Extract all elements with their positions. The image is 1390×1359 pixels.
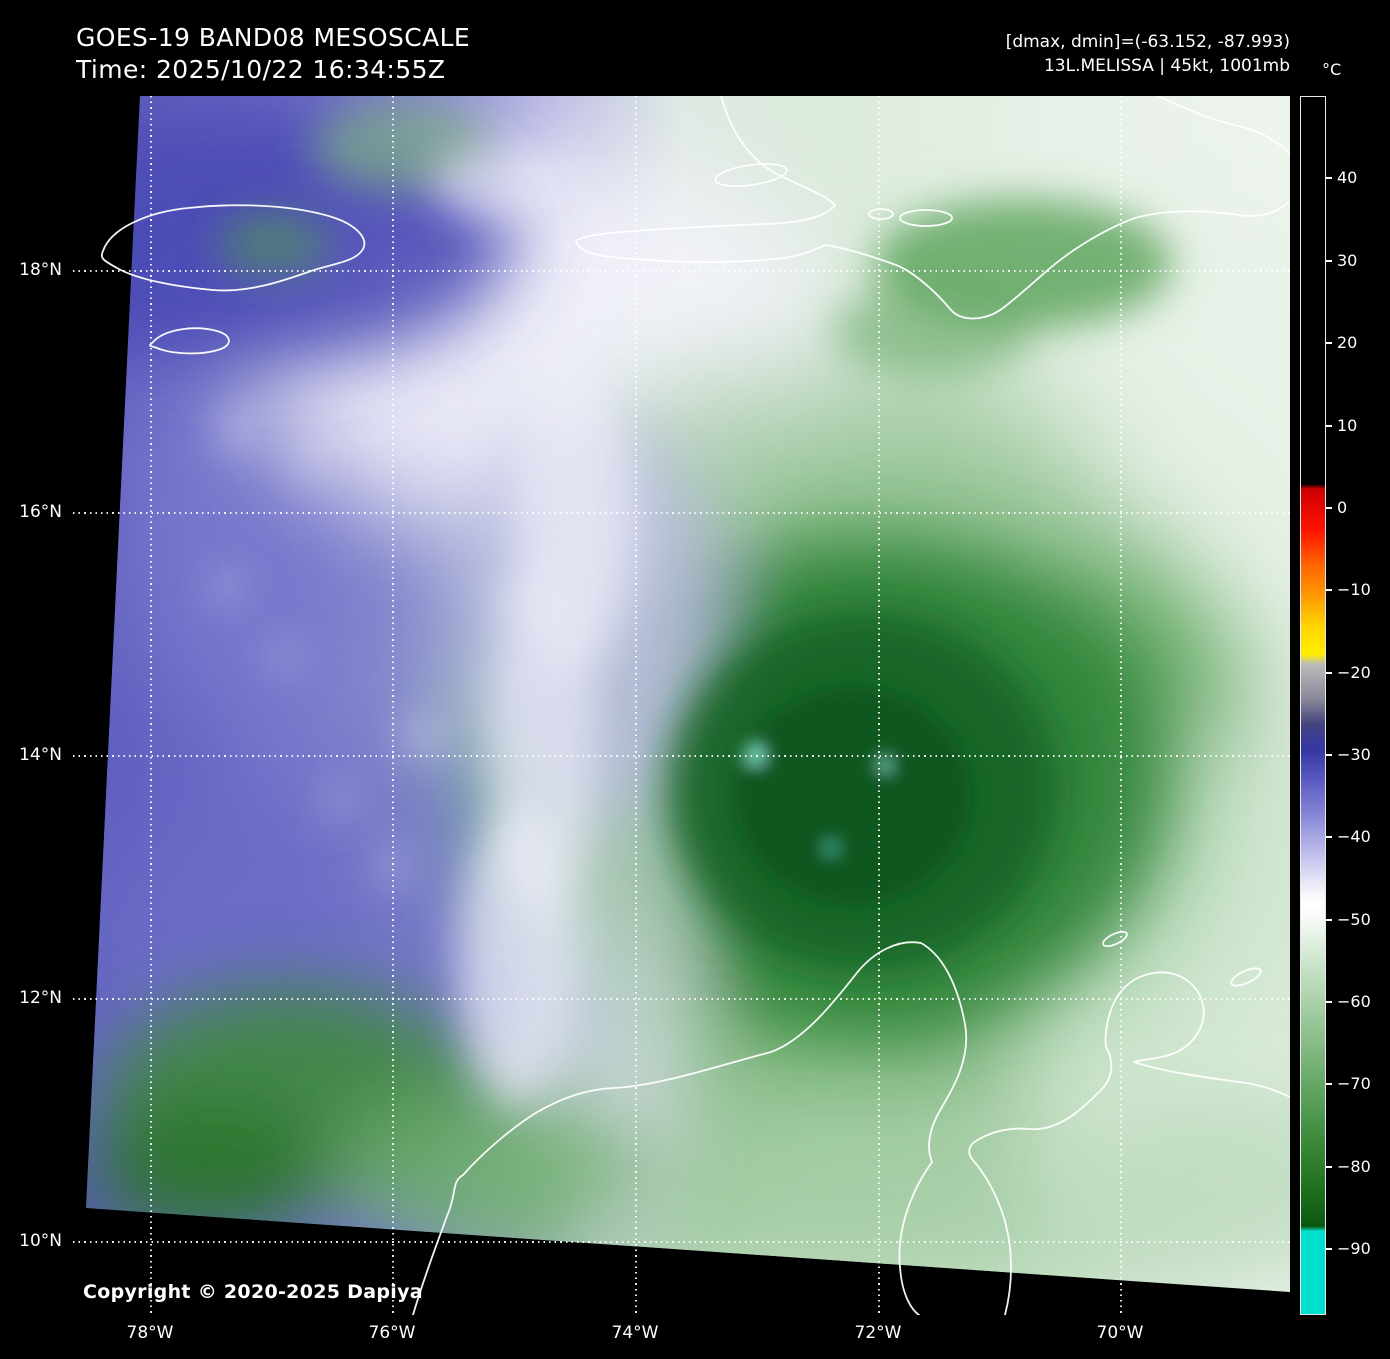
coastline-gonave-island (714, 163, 788, 187)
satellite-scene (86, 96, 1290, 1315)
coastlines (100, 96, 1290, 1315)
coastline-islet (149, 327, 230, 355)
colorbar-tickmark (1326, 177, 1332, 179)
coastline-south-america (412, 941, 968, 1315)
colorbar-tick-label: −30 (1337, 745, 1371, 764)
colorbar-tickmark (1326, 1248, 1332, 1250)
lat-tick-label: 14°N (19, 745, 62, 765)
lat-tick-label: 18°N (19, 260, 62, 280)
timestamp: Time: 2025/10/22 16:34:55Z (76, 55, 446, 84)
colorbar (1300, 96, 1326, 1315)
colorbar-tickmark (1326, 836, 1332, 838)
colorbar-tickmark (1326, 754, 1332, 756)
colorbar-tick-label: −90 (1337, 1239, 1371, 1258)
colorbar-tickmark (1326, 425, 1332, 427)
colorbar-tick-label: −20 (1337, 663, 1371, 682)
colorbar-tickmark (1326, 1083, 1332, 1085)
coastline-hispaniola (575, 96, 1290, 320)
colorbar-tick-label: 0 (1337, 498, 1348, 517)
lake-enriquillo (899, 209, 953, 227)
lon-tick-label: 72°W (854, 1323, 902, 1343)
lat-tick-label: 10°N (19, 1231, 62, 1251)
map-plot: Copyright © 2020-2025 Dapiya (73, 96, 1290, 1315)
lon-tick-label: 78°W (126, 1323, 174, 1343)
colorbar-tick-label: −50 (1337, 910, 1371, 929)
island-curacao (1230, 967, 1262, 987)
dmax-dmin-readout: [dmax, dmin]=(-63.152, -87.993) (1005, 32, 1290, 52)
colorbar-tick-label: 20 (1337, 333, 1358, 352)
colorbar-tickmark (1326, 672, 1332, 674)
coastline-jamaica (100, 204, 366, 292)
copyright: Copyright © 2020-2025 Dapiya (83, 1281, 423, 1303)
colorbar-tick-label: 40 (1337, 168, 1358, 187)
island-aruba (1102, 930, 1128, 948)
colorbar-tickmark (1326, 507, 1332, 509)
colorbar-tick-label: −40 (1337, 827, 1371, 846)
colorbar-tick-label: −60 (1337, 992, 1371, 1011)
colorbar-unit-label: °C (1322, 60, 1342, 79)
colorbar-tick-label: −70 (1337, 1074, 1371, 1093)
lon-tick-label: 76°W (368, 1323, 416, 1343)
coastline-venezuela (968, 971, 1290, 1315)
colorbar-tickmark (1326, 342, 1332, 344)
storm-info: 13L.MELISSA | 45kt, 1001mb (1043, 56, 1290, 76)
colorbar-tick-label: −80 (1337, 1157, 1371, 1176)
satellite-imagery (86, 96, 1290, 1292)
colorbar-ticks: 40 30 20 10 0 −10 −20 −30 −40 −50 −60 −70 −80 −90 (1326, 96, 1388, 1315)
lat-tick-label: 16°N (19, 502, 62, 522)
lon-tick-label: 74°W (611, 1323, 659, 1343)
lat-tick-label: 12°N (19, 988, 62, 1008)
colorbar-tick-label: 30 (1337, 251, 1358, 270)
lake-azuei (868, 208, 894, 220)
product-title: GOES-19 BAND08 MESOSCALE (76, 23, 471, 52)
colorbar-tickmark (1326, 919, 1332, 921)
colorbar-tickmark (1326, 589, 1332, 591)
colorbar-tickmark (1326, 1001, 1332, 1003)
header-right: [dmax, dmin]=(-63.152, -87.993) 13L.MELI… (1006, 30, 1290, 78)
axis-left: 18°N 16°N 14°N 12°N 10°N (0, 96, 66, 1315)
colorbar-tick-label: −10 (1337, 580, 1371, 599)
colorbar-tickmark (1326, 1166, 1332, 1168)
title-block: GOES-19 BAND08 MESOSCALE Time: 2025/10/2… (76, 22, 470, 86)
colorbar-tickmark (1326, 260, 1332, 262)
axis-bottom: 78°W 76°W 74°W 72°W 70°W (73, 1322, 1290, 1348)
colorbar-tick-label: 10 (1337, 416, 1358, 435)
lon-tick-label: 70°W (1096, 1323, 1144, 1343)
coastline-hispaniola-north (1157, 96, 1290, 155)
